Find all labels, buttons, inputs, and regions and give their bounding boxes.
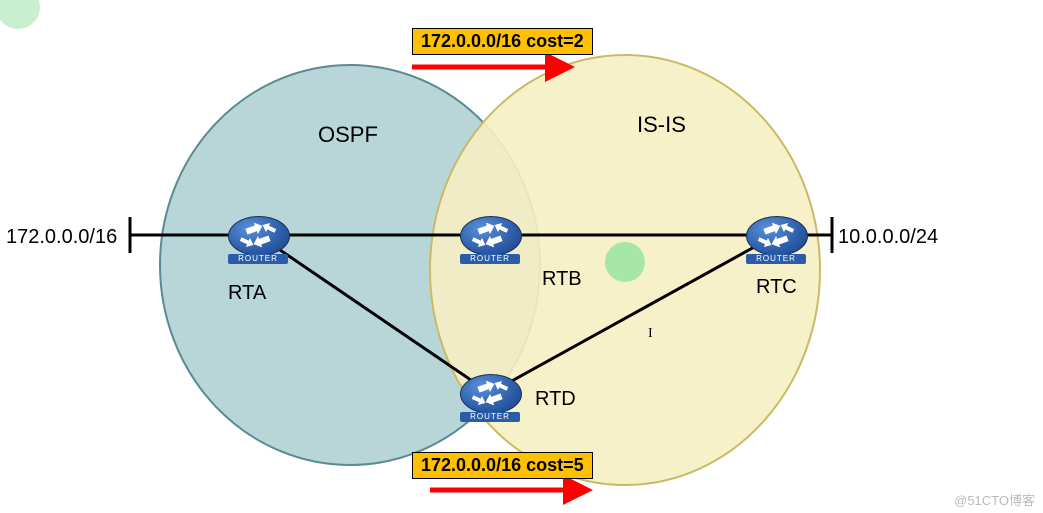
diagram-svg	[0, 0, 1043, 513]
router-rtd: ROUTER	[460, 374, 520, 418]
route-box-top: 172.0.0.0/16 cost=2	[412, 28, 593, 55]
router-label-rtc: RTC	[756, 276, 797, 299]
network-label-left: 172.0.0.0/16	[6, 226, 117, 249]
network-label-right: 10.0.0.0/24	[838, 226, 938, 249]
router-label-rtd: RTD	[535, 388, 576, 411]
router-rtb: ROUTER	[460, 216, 520, 260]
router-label-rtb: RTB	[542, 268, 582, 291]
router-rtc: ROUTER	[746, 216, 806, 260]
router-rta: ROUTER	[228, 216, 288, 260]
area-label-isis: IS-IS	[637, 112, 686, 138]
area-label-ospf: OSPF	[318, 122, 378, 148]
router-label-rta: RTA	[228, 282, 266, 305]
route-box-bottom: 172.0.0.0/16 cost=5	[412, 452, 593, 479]
text-cursor-icon: I	[648, 326, 653, 342]
decoration-dot-center	[605, 242, 645, 282]
watermark: @51CTO博客	[954, 490, 1035, 509]
